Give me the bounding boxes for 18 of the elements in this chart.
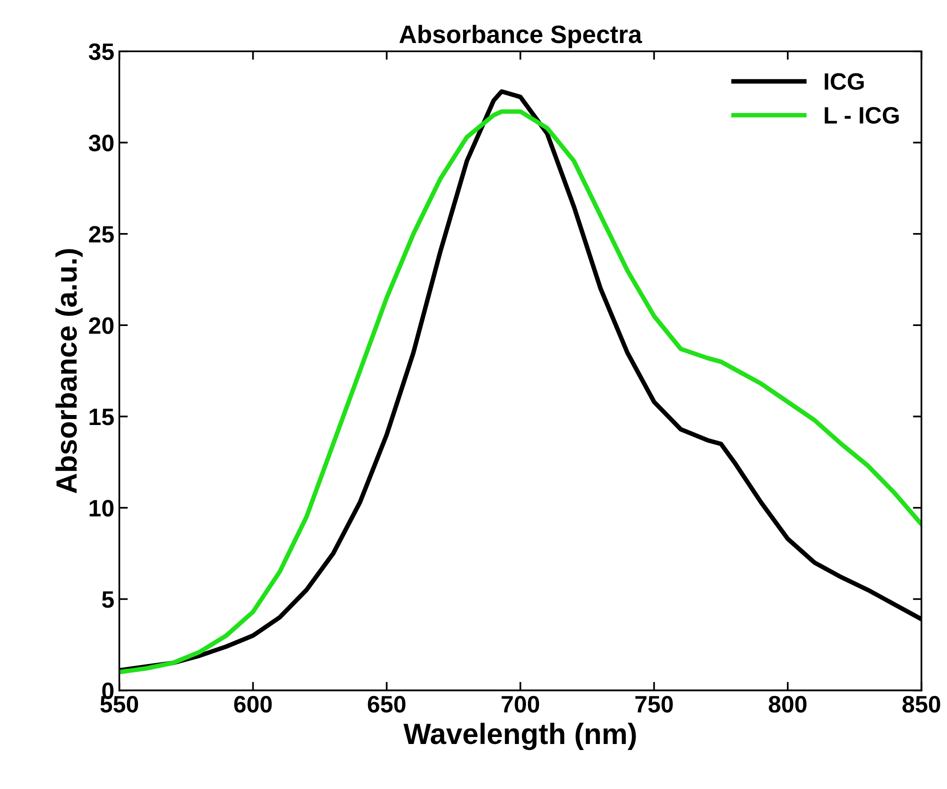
y-tick-label: 30 xyxy=(88,134,114,152)
x-tick-label: 800 xyxy=(768,696,806,713)
chart-title: Absorbance Spectra xyxy=(399,24,642,48)
y-tick-label: 25 xyxy=(89,226,114,243)
x-tick-label: 600 xyxy=(234,696,272,713)
y-axis-title: Absorbance (a.u.) xyxy=(55,249,83,494)
x-tick-label: 650 xyxy=(368,696,406,713)
x-tick-label: 850 xyxy=(902,696,940,713)
x-axis-title: Wavelength (nm) xyxy=(403,722,636,750)
x-tick-label: 700 xyxy=(502,696,540,713)
legend-label: L - ICG xyxy=(824,106,899,124)
legend-label: ICG xyxy=(824,73,864,90)
y-tick-label: 20 xyxy=(89,317,114,334)
y-tick-label: 35 xyxy=(88,43,114,60)
y-tick-label: 5 xyxy=(102,591,114,608)
y-tick-label: 10 xyxy=(90,500,114,517)
y-tick-label: 15 xyxy=(90,408,114,426)
x-tick-label: 750 xyxy=(635,696,673,713)
